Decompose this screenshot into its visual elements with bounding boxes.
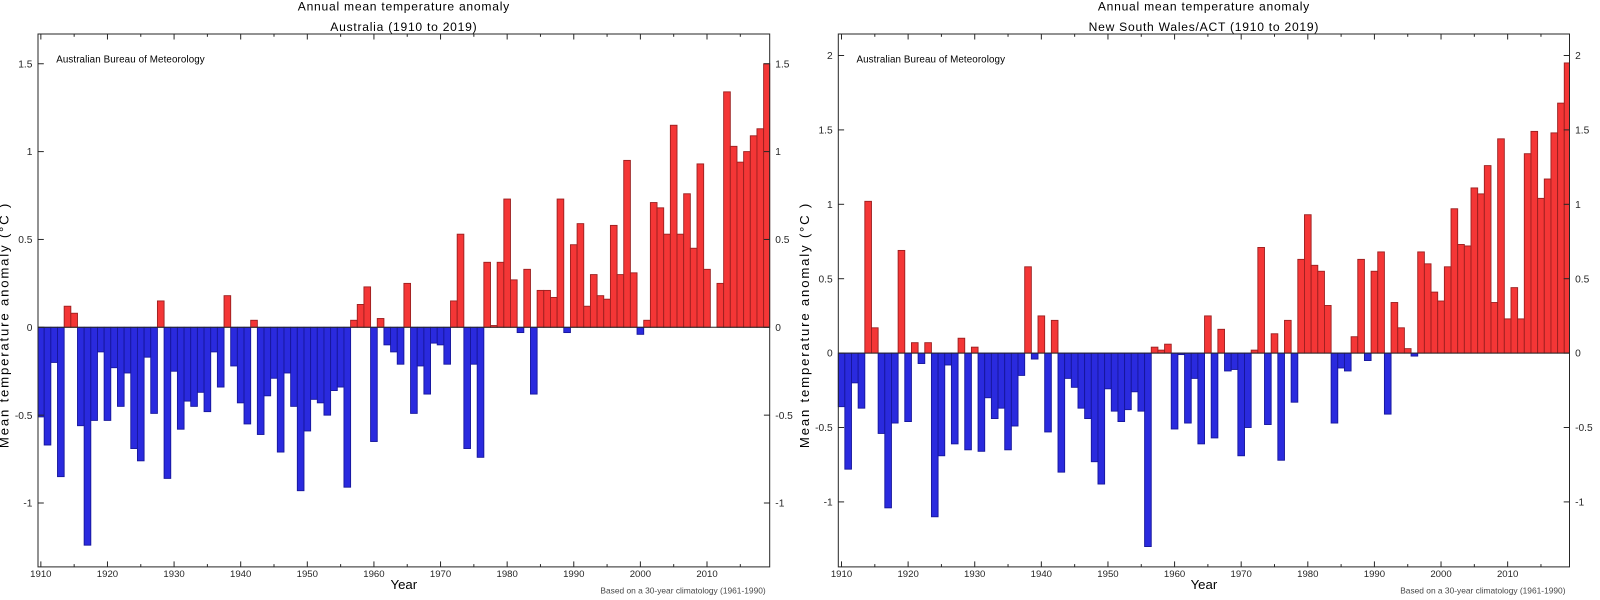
svg-text:2000: 2000 xyxy=(630,569,651,580)
svg-text:2010: 2010 xyxy=(696,569,717,580)
svg-text:-0.5: -0.5 xyxy=(815,423,833,434)
svg-text:2: 2 xyxy=(827,51,833,62)
svg-text:2000: 2000 xyxy=(1430,569,1451,580)
svg-text:0: 0 xyxy=(827,349,833,360)
svg-text:1960: 1960 xyxy=(1164,569,1185,580)
svg-text:0.5: 0.5 xyxy=(775,235,789,246)
svg-text:-0.5: -0.5 xyxy=(1575,423,1593,434)
svg-text:-1: -1 xyxy=(1575,498,1584,509)
svg-text:1940: 1940 xyxy=(1031,569,1052,580)
svg-text:2: 2 xyxy=(1575,51,1581,62)
svg-text:1.5: 1.5 xyxy=(819,126,833,137)
svg-text:1990: 1990 xyxy=(1364,569,1385,580)
svg-text:Based on a 30-year climatology: Based on a 30-year climatology (1961-199… xyxy=(1400,586,1565,596)
svg-text:-0.5: -0.5 xyxy=(775,411,793,422)
svg-text:0: 0 xyxy=(1575,349,1581,360)
svg-text:1.5: 1.5 xyxy=(1575,126,1589,137)
svg-text:0.5: 0.5 xyxy=(819,274,833,285)
svg-text:1920: 1920 xyxy=(97,569,118,580)
svg-text:1910: 1910 xyxy=(30,569,51,580)
svg-text:-1: -1 xyxy=(23,499,32,510)
svg-text:Australia (1910 to 2019): Australia (1910 to 2019) xyxy=(330,20,477,34)
svg-text:Annual mean temperature anomal: Annual mean temperature anomaly xyxy=(1098,0,1310,13)
svg-text:1.5: 1.5 xyxy=(775,59,789,70)
svg-text:1970: 1970 xyxy=(1231,569,1252,580)
svg-text:-1: -1 xyxy=(775,499,784,510)
svg-text:0: 0 xyxy=(775,323,781,334)
svg-text:1950: 1950 xyxy=(1097,569,1118,580)
svg-text:1960: 1960 xyxy=(363,569,384,580)
svg-text:1980: 1980 xyxy=(1297,569,1318,580)
svg-text:1.5: 1.5 xyxy=(18,59,32,70)
svg-text:0.5: 0.5 xyxy=(1575,274,1589,285)
svg-text:Based on a 30-year climatology: Based on a 30-year climatology (1961-199… xyxy=(600,586,765,596)
svg-text:-0.5: -0.5 xyxy=(15,411,33,422)
svg-text:1910: 1910 xyxy=(831,569,852,580)
svg-text:-1: -1 xyxy=(824,498,833,509)
svg-text:Annual mean temperature anomal: Annual mean temperature anomaly xyxy=(298,0,510,13)
svg-text:2010: 2010 xyxy=(1497,569,1518,580)
svg-text:1: 1 xyxy=(827,200,833,211)
svg-text:1980: 1980 xyxy=(496,569,517,580)
svg-text:Australian Bureau of Meteorolo: Australian Bureau of Meteorology xyxy=(56,54,205,65)
svg-text:1: 1 xyxy=(1575,200,1581,211)
svg-text:Mean temperature anomaly (°C ): Mean temperature anomaly (°C ) xyxy=(0,202,12,448)
svg-text:1930: 1930 xyxy=(163,569,184,580)
svg-text:0.5: 0.5 xyxy=(18,235,32,246)
svg-text:Year: Year xyxy=(1191,577,1218,592)
svg-text:1990: 1990 xyxy=(563,569,584,580)
svg-text:New South Wales/ACT (1910 to 2: New South Wales/ACT (1910 to 2019) xyxy=(1089,20,1320,34)
svg-text:1970: 1970 xyxy=(430,569,451,580)
svg-text:1950: 1950 xyxy=(297,569,318,580)
svg-text:1920: 1920 xyxy=(897,569,918,580)
svg-text:0: 0 xyxy=(27,323,33,334)
svg-text:Year: Year xyxy=(391,577,418,592)
svg-text:Australian Bureau of Meteorolo: Australian Bureau of Meteorology xyxy=(857,54,1006,65)
svg-text:1: 1 xyxy=(775,147,781,158)
svg-text:1940: 1940 xyxy=(230,569,251,580)
svg-text:1: 1 xyxy=(27,147,33,158)
svg-text:1930: 1930 xyxy=(964,569,985,580)
svg-text:Mean temperature anomaly (°C ): Mean temperature anomaly (°C ) xyxy=(797,202,812,448)
